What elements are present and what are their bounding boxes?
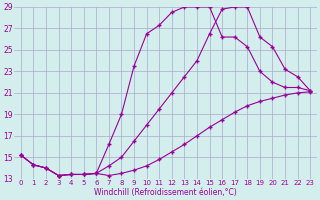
X-axis label: Windchill (Refroidissement éolien,°C): Windchill (Refroidissement éolien,°C) [94, 188, 237, 197]
